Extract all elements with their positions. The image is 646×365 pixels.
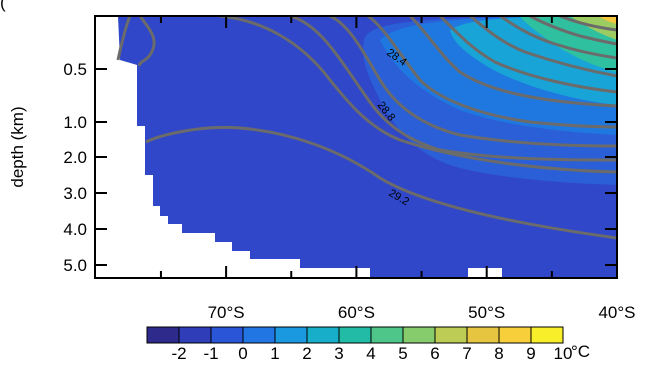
y-tick-label: 0.5 [63,60,87,79]
x-axis: 70°S 60°S 50°S 40°S [159,16,636,322]
contour-line [116,16,132,61]
colorbar-box [530,326,564,344]
colorbar-label: 8 [494,344,503,363]
colorbar-box [210,326,244,344]
contour-line [289,16,617,162]
y-tick-label: 4.0 [63,220,87,239]
colorbar-box [146,326,180,344]
colorbar-label: 5 [398,344,407,363]
colorbar-label: -1 [203,344,218,363]
contour-line [408,16,617,108]
colorbar-label: 10 [554,344,573,363]
x-tick-label: 60°S [338,303,375,322]
x-tick-label: 70°S [208,303,245,322]
contour-line [145,125,617,240]
colorbar-label: 2 [302,344,311,363]
fill-warm-2 [520,16,617,72]
colorbar-box [370,326,404,344]
y-tick-label: 2.0 [63,148,87,167]
x-tick-label: 50°S [468,303,505,322]
y-tick-label: 1.0 [63,113,87,132]
contour-line [367,16,617,129]
colorbar-box [466,326,500,344]
colorbar: -2 -1 0 1 2 3 4 5 6 7 8 9 10 [146,326,573,363]
contour-lines [116,16,617,240]
colorbar-box [242,326,276,344]
colorbar-label: 1 [270,344,279,363]
colorbar-label: 0 [238,344,247,363]
y-axis-label: depth (km) [8,106,27,187]
colorbar-label: 6 [430,344,439,363]
y-axis: 0.5 1.0 2.0 3.0 4.0 5.0 [63,60,617,275]
colorbar-label: -2 [171,344,186,363]
contour-line [499,16,617,60]
contour-line [329,16,617,148]
colorbar-label: 7 [462,344,471,363]
contour-line [438,16,617,94]
colorbar-box [338,326,372,344]
contour-line [138,16,156,67]
colorbar-box [274,326,308,344]
colorbar-box [402,326,436,344]
colorbar-label: 4 [366,344,375,363]
colorbar-box [498,326,532,344]
colorbar-label: 9 [526,344,535,363]
y-tick-label: 3.0 [63,184,87,203]
panel-label: ( [0,0,6,12]
colorbar-label: 3 [334,344,343,363]
fill-warm-4 [598,16,617,24]
colorbar-box [178,326,212,344]
contour-line [469,16,617,78]
plot-area [95,16,617,278]
colorbar-box [434,326,468,344]
y-tick-label: 5.0 [63,256,87,275]
contour-line [529,16,617,46]
colorbar-unit: °C [571,342,590,361]
contour-line [559,16,617,32]
colorbar-box [306,326,340,344]
contour-line [219,16,617,174]
x-tick-label: 40°S [598,303,635,322]
